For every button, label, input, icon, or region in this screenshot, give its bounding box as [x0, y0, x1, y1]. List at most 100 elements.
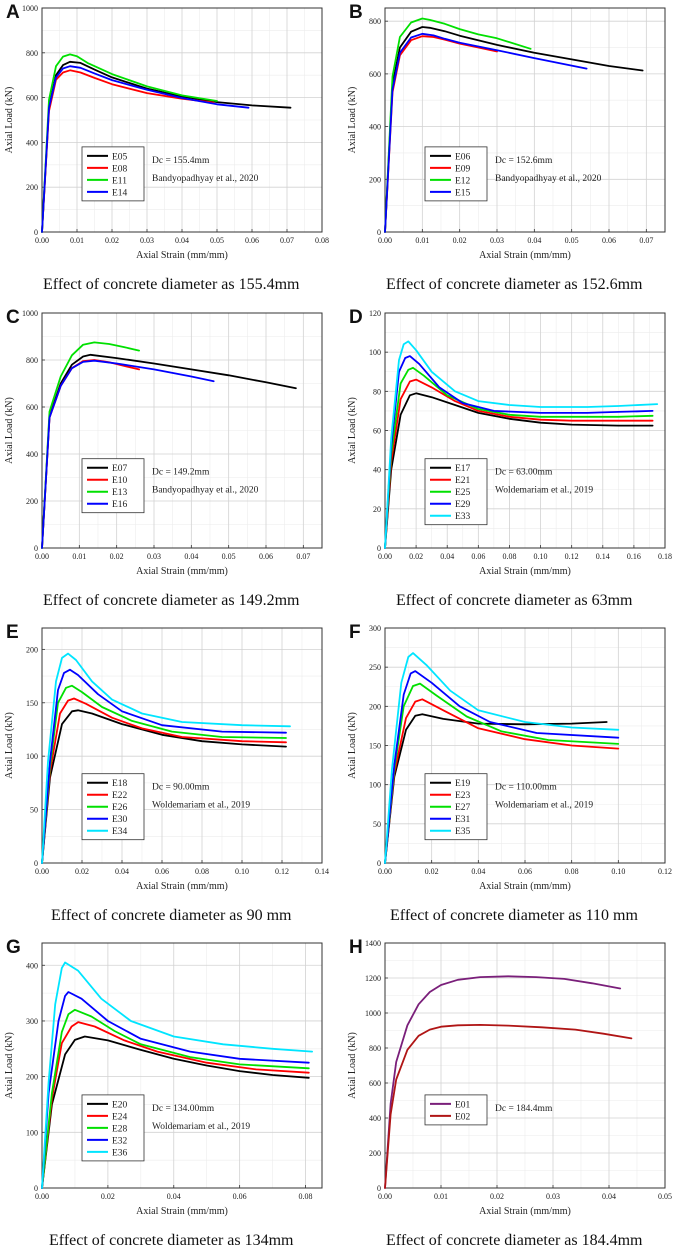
- legend-label: E06: [455, 152, 471, 162]
- y-tick-label: 1200: [365, 974, 381, 983]
- x-tick-label: 0.00: [35, 867, 49, 876]
- panel-caption: Effect of concrete diameter as 90 mm: [51, 907, 292, 924]
- x-tick-label: 0.02: [110, 552, 124, 561]
- plot-frame: [384, 627, 666, 864]
- y-tick-label: 0: [34, 544, 38, 553]
- legend-label: E07: [112, 464, 128, 474]
- series-line-E02: [384, 1024, 633, 1189]
- x-tick-label: 0.01: [415, 236, 429, 245]
- annotation-diameter: Dc = 134.00mm: [152, 1104, 215, 1114]
- panel-caption: Effect of concrete diameter as 63mm: [396, 592, 633, 609]
- plot-frame: [41, 942, 323, 1189]
- x-tick-label: 0.12: [565, 552, 579, 561]
- x-tick-label: 0.06: [245, 236, 259, 245]
- plot-frame: [384, 942, 666, 1189]
- x-tick-label: 0.04: [184, 552, 198, 561]
- x-tick-label: 0.02: [453, 236, 467, 245]
- annotation-diameter: Dc = 152.6mm: [495, 156, 553, 166]
- series-line-E15: [384, 32, 588, 233]
- y-tick-label: 100: [26, 752, 38, 761]
- plot-frame: [384, 7, 666, 233]
- y-tick-label: 400: [369, 1114, 381, 1123]
- y-tick-label: 120: [369, 309, 381, 318]
- panel-caption: Effect of concrete diameter as 184.4mm: [386, 1232, 643, 1249]
- x-tick-label: 0.05: [222, 552, 236, 561]
- x-tick-label: 0.01: [434, 1192, 448, 1201]
- annotation-diameter: Dc = 184.4mm: [495, 1104, 553, 1114]
- series-line-E29: [384, 355, 654, 549]
- y-tick-label: 50: [373, 820, 381, 829]
- x-axis-label: Axial Strain (mm/mm): [479, 1206, 571, 1217]
- legend-label: E31: [455, 815, 471, 825]
- x-tick-label: 0.10: [611, 867, 625, 876]
- panel-letter: D: [349, 307, 363, 328]
- panel-letter: F: [349, 622, 361, 643]
- panel-letter: B: [349, 2, 363, 23]
- legend-label: E16: [112, 500, 128, 510]
- y-tick-label: 100: [369, 781, 381, 790]
- x-tick-label: 0.07: [296, 552, 310, 561]
- x-tick-label: 0.03: [140, 236, 154, 245]
- series-line-E33: [384, 340, 659, 549]
- y-tick-label: 60: [373, 427, 381, 436]
- x-tick-label: 0.10: [235, 867, 249, 876]
- y-tick-label: 600: [369, 1079, 381, 1088]
- y-tick-label: 300: [369, 624, 381, 633]
- panel-D: D 0.00 0.02 0.04 0.06 0.08 0.10 0.12 0.14 0.16 0.1…: [343, 305, 685, 620]
- x-tick-label: 0.04: [167, 1192, 181, 1201]
- annotation-diameter: Dc = 149.2mm: [152, 468, 210, 478]
- y-tick-label: 200: [26, 1073, 38, 1082]
- legend-label: E09: [455, 164, 471, 174]
- annotation-source: Bandyopadhyay et al., 2020: [495, 174, 602, 184]
- x-tick-label: 0.02: [101, 1192, 115, 1201]
- annotation-diameter: Dc = 155.4mm: [152, 156, 210, 166]
- series-line-E12: [384, 17, 532, 233]
- y-tick-label: 200: [26, 183, 38, 192]
- x-tick-label: 0.02: [425, 867, 439, 876]
- chart-svg: 0.00 0.02 0.04 0.06 0.08 0.10 0.12 0.14 0 50 100 15…: [4, 627, 329, 892]
- x-tick-label: 0.04: [527, 236, 541, 245]
- annotation-source: Bandyopadhyay et al., 2020: [152, 486, 259, 496]
- plot-frame: [41, 627, 323, 864]
- panel-E: E 0.00 0.02 0.04 0.06 0.08 0.10 0.12 0.14 0 50 100 1…: [0, 620, 342, 935]
- x-tick-label: 0.05: [210, 236, 224, 245]
- panel-caption: Effect of concrete diameter as 152.6mm: [386, 276, 643, 293]
- annotation-source: Woldemariam et al., 2019: [152, 801, 250, 811]
- legend-label: E14: [112, 188, 128, 198]
- legend-label: E27: [455, 803, 471, 813]
- x-tick-label: 0.01: [72, 552, 86, 561]
- x-tick-label: 0.05: [658, 1192, 672, 1201]
- panel-letter: G: [6, 937, 21, 958]
- series-line-E22: [41, 697, 287, 864]
- legend-label: E26: [112, 803, 128, 813]
- x-tick-label: 0.00: [35, 236, 49, 245]
- annotation-diameter: Dc = 63.00mm: [495, 468, 553, 478]
- legend-label: E10: [112, 476, 128, 486]
- x-tick-label: 0.04: [175, 236, 189, 245]
- legend-label: E33: [455, 512, 471, 522]
- panel-caption: Effect of concrete diameter as 149.2mm: [43, 592, 300, 609]
- y-tick-label: 1000: [365, 1009, 381, 1018]
- y-tick-label: 150: [26, 699, 38, 708]
- series-line-E11: [41, 53, 218, 233]
- legend-label: E36: [112, 1148, 128, 1158]
- x-tick-label: 0.08: [315, 236, 329, 245]
- y-tick-label: 600: [26, 94, 38, 103]
- y-tick-label: 600: [26, 403, 38, 412]
- annotation-source: Bandyopadhyay et al., 2020: [152, 174, 259, 184]
- series-line-E16: [41, 359, 215, 549]
- y-axis-label: Axial Load (kN): [4, 397, 15, 464]
- legend-label: E18: [112, 779, 128, 789]
- y-tick-label: 0: [377, 1184, 381, 1193]
- x-tick-label: 0.06: [233, 1192, 247, 1201]
- x-axis-label: Axial Strain (mm/mm): [136, 1206, 228, 1217]
- series-line-E25: [384, 366, 654, 549]
- legend-label: E25: [455, 488, 471, 498]
- panel-H: H 0.00 0.01 0.02 0.03 0.04 0.05 0 200 400 600 800 10…: [343, 935, 685, 1259]
- legend-label: E32: [112, 1136, 128, 1146]
- y-tick-label: 300: [26, 1017, 38, 1026]
- x-tick-label: 0.00: [35, 1192, 49, 1201]
- series-line-E32: [41, 991, 310, 1189]
- panel-letter: H: [349, 937, 363, 958]
- x-tick-label: 0.03: [147, 552, 161, 561]
